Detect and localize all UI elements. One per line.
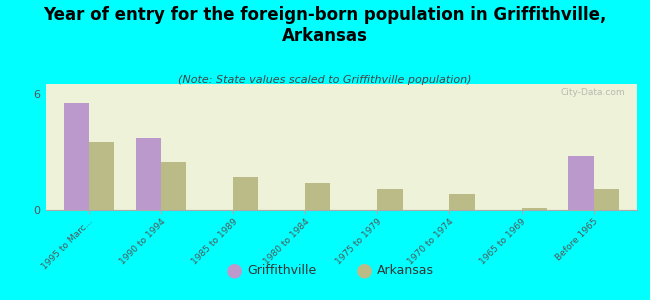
Text: ●: ● (356, 260, 372, 280)
Bar (136, 138, 161, 210)
Text: Arkansas: Arkansas (377, 263, 434, 277)
Bar (569, 156, 593, 210)
Bar (89, 142, 114, 210)
Bar (377, 189, 402, 210)
Bar (233, 177, 258, 210)
Bar (521, 208, 547, 210)
Bar (593, 189, 619, 210)
Bar (306, 183, 330, 210)
Text: (Note: State values scaled to Griffithville population): (Note: State values scaled to Griffithvi… (178, 75, 472, 85)
Text: ●: ● (226, 260, 242, 280)
Text: Year of entry for the foreign-born population in Griffithville,
Arkansas: Year of entry for the foreign-born popul… (44, 6, 606, 45)
Text: City-Data.com: City-Data.com (560, 88, 625, 97)
Bar (161, 161, 186, 210)
Bar (449, 194, 474, 210)
Bar (64, 103, 89, 210)
Text: Griffithville: Griffithville (247, 263, 317, 277)
